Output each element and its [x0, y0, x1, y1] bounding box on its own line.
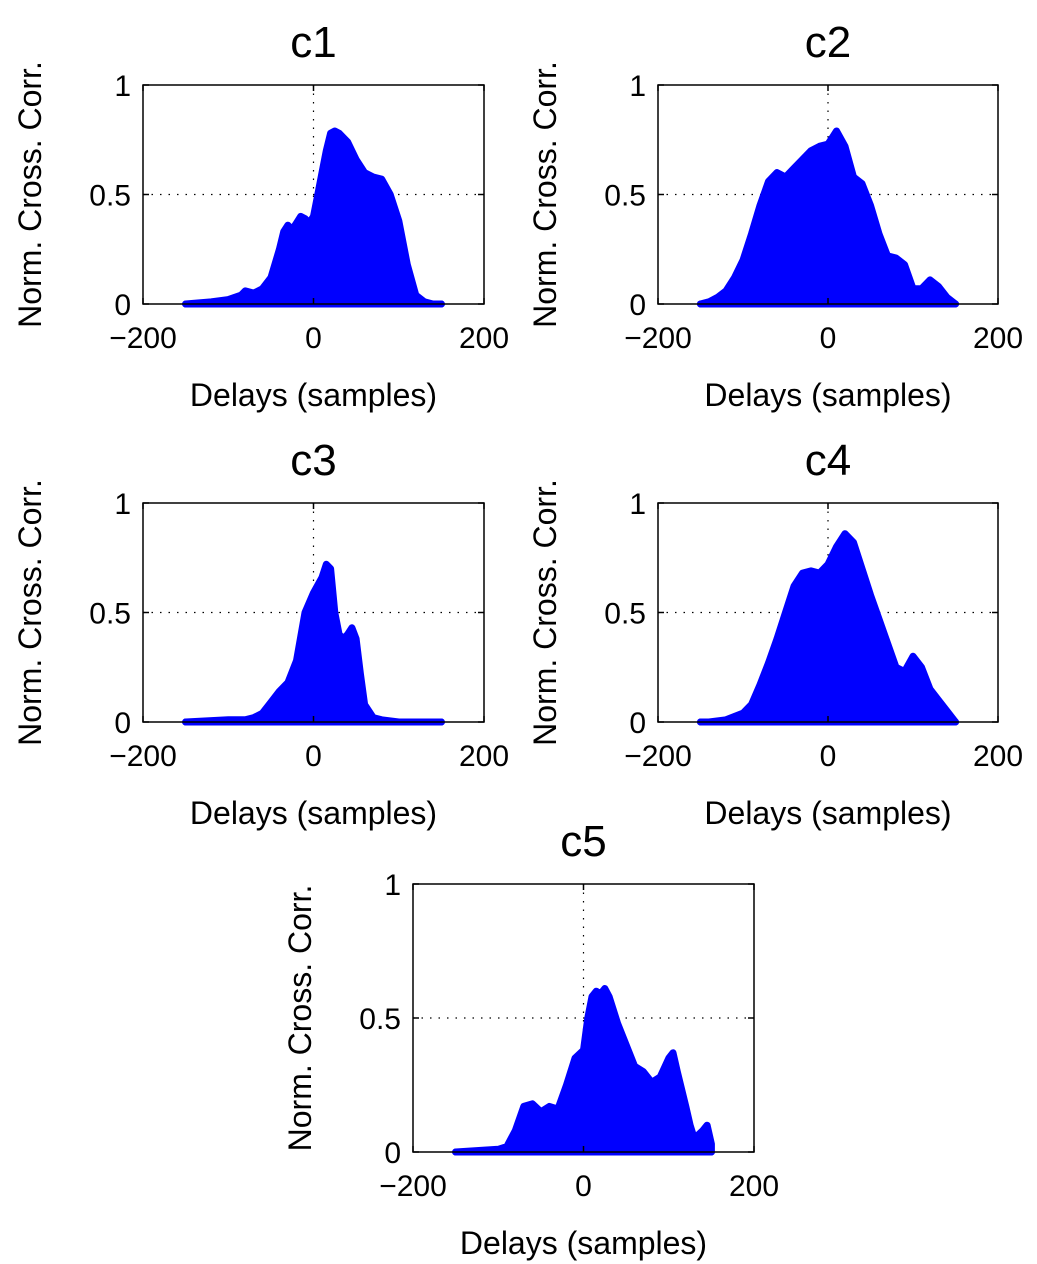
- y-tick-label: 0: [629, 289, 646, 322]
- chart-title: c4: [805, 436, 851, 485]
- x-tick-label: 0: [305, 740, 322, 773]
- x-tick-label: 0: [305, 322, 322, 355]
- y-axis-label: Norm. Cross. Corr.: [527, 61, 563, 328]
- y-tick-label: 0.5: [604, 598, 646, 631]
- y-tick-label: 1: [384, 869, 401, 902]
- y-tick-label: 0.5: [359, 1003, 401, 1036]
- x-axis-label: Delays (samples): [460, 1225, 707, 1261]
- y-axis-label: Norm. Cross. Corr.: [12, 61, 48, 328]
- y-tick-label: 0: [114, 289, 131, 322]
- chart-title: c2: [805, 18, 851, 67]
- x-tick-label: −200: [109, 322, 177, 355]
- chart-title: c1: [290, 18, 336, 67]
- series-area: [182, 127, 445, 308]
- y-tick-label: 0: [384, 1137, 401, 1170]
- x-tick-label: 200: [459, 322, 509, 355]
- x-axis-label: Delays (samples): [190, 795, 437, 831]
- y-tick-label: 0.5: [604, 180, 646, 213]
- x-tick-label: 200: [973, 740, 1023, 773]
- y-axis-label: Norm. Cross. Corr.: [12, 479, 48, 746]
- y-tick-label: 0: [114, 707, 131, 740]
- x-tick-label: −200: [109, 740, 177, 773]
- y-tick-label: 1: [114, 70, 131, 103]
- x-axis-label: Delays (samples): [704, 377, 951, 413]
- series-area: [697, 127, 959, 308]
- y-axis-label: Norm. Cross. Corr.: [282, 885, 318, 1152]
- series-area: [182, 560, 445, 726]
- x-tick-label: 0: [575, 1170, 592, 1203]
- y-tick-label: 0.5: [89, 598, 131, 631]
- x-axis-label: Delays (samples): [190, 377, 437, 413]
- x-tick-label: −200: [379, 1170, 447, 1203]
- x-tick-label: 0: [820, 740, 837, 773]
- chart-title: c3: [290, 436, 336, 485]
- y-axis-label: Norm. Cross. Corr.: [527, 479, 563, 746]
- x-tick-label: 200: [973, 322, 1023, 355]
- x-tick-label: 200: [729, 1170, 779, 1203]
- series-area: [452, 985, 715, 1156]
- x-tick-label: 0: [820, 322, 837, 355]
- y-tick-label: 1: [114, 488, 131, 521]
- x-tick-label: −200: [624, 740, 692, 773]
- y-tick-label: 0.5: [89, 180, 131, 213]
- series-area: [697, 530, 959, 726]
- x-tick-label: 200: [459, 740, 509, 773]
- y-tick-label: 1: [629, 70, 646, 103]
- x-tick-label: −200: [624, 322, 692, 355]
- x-axis-label: Delays (samples): [704, 795, 951, 831]
- y-tick-label: 1: [629, 488, 646, 521]
- chart-title: c5: [560, 817, 606, 866]
- y-tick-label: 0: [629, 707, 646, 740]
